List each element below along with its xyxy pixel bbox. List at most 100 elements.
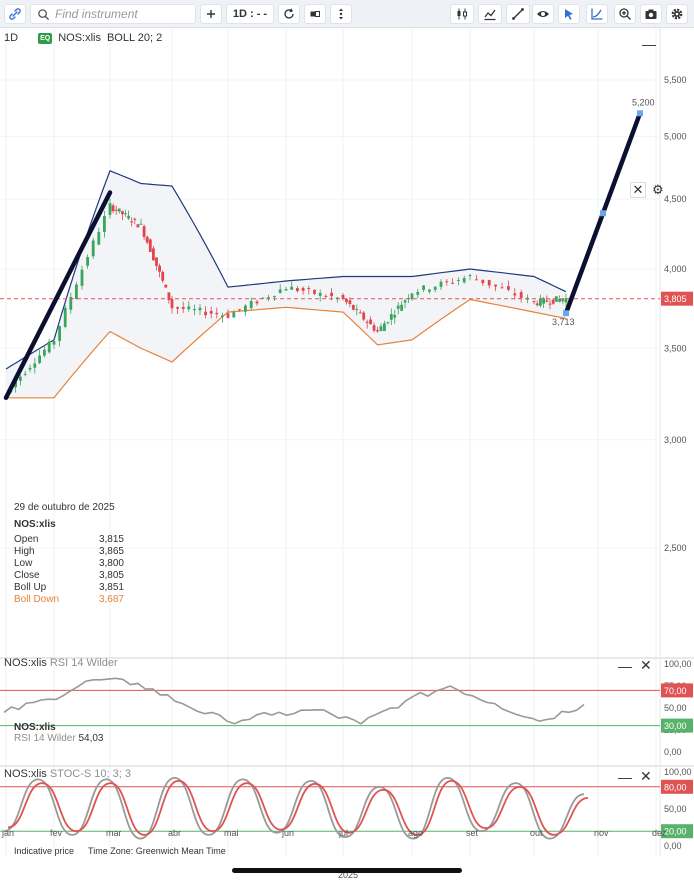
candle-body — [28, 367, 32, 370]
rsi-minimize-button[interactable]: — — [618, 658, 632, 674]
candle-body — [193, 309, 196, 311]
candle-body — [221, 315, 224, 317]
link-button[interactable] — [4, 4, 26, 24]
candle-body — [155, 257, 158, 266]
candle-body — [383, 323, 386, 332]
candle-body — [38, 355, 41, 363]
main-legend: 1D EQ NOS:xlis BOLL 20; 2 — [4, 32, 162, 44]
candle-body — [475, 279, 478, 281]
candle-body — [341, 294, 345, 299]
more-button[interactable] — [330, 4, 352, 24]
candle-body — [345, 299, 348, 303]
trendline-end-label: 5,200 — [632, 97, 655, 107]
candle-body — [351, 304, 355, 310]
indicators-button[interactable] — [478, 4, 502, 24]
chart-canvas[interactable]: 3,713 5,200 2,500 3,000 3,500 4,000 4,500 5,00… — [0, 28, 694, 880]
candle-body — [335, 297, 339, 299]
stoch-minimize-button[interactable]: — — [618, 769, 632, 785]
stoch-upper-badge — [661, 779, 693, 794]
info-instrument: NOS:xlis — [14, 519, 56, 530]
info-row: Open 3,815 — [14, 534, 124, 546]
y-tick-label: 3,000 — [664, 435, 687, 445]
info-row-value: 3,687 — [98, 594, 124, 605]
info-row-value: 3,851 — [98, 582, 124, 593]
chart-style-button[interactable] — [586, 4, 608, 24]
rsi-y-tick-label: 50,00 — [664, 703, 687, 713]
close-drawing-button[interactable]: ✕ — [630, 182, 646, 198]
interval-button[interactable]: 1D : - - — [226, 4, 274, 24]
footer: Indicative price Time Zone: Greenwich Me… — [14, 846, 226, 856]
add-button[interactable] — [200, 4, 222, 24]
drawing-settings-button[interactable]: ⚙ — [652, 182, 664, 198]
info-row: High 3,865 — [14, 546, 124, 558]
candle-body — [307, 288, 311, 290]
candle-body — [358, 312, 362, 314]
rsi-close-button[interactable]: ✕ — [640, 657, 652, 674]
x-year-label: 2025 — [338, 870, 358, 880]
candle-body — [75, 284, 78, 299]
candle-body — [161, 271, 165, 281]
screenshot-button[interactable] — [640, 4, 662, 24]
settings-button[interactable] — [666, 4, 688, 24]
info-row-value: 3,805 — [98, 570, 124, 581]
candles-button[interactable] — [450, 4, 474, 24]
trendline-handle — [600, 210, 606, 217]
chart-style-icon — [591, 8, 603, 20]
candle-body — [535, 303, 539, 306]
rsi-box-value: 54,03 — [78, 733, 104, 744]
compare-button[interactable] — [304, 4, 326, 24]
candle-body — [369, 319, 372, 325]
stoch-close-button[interactable]: ✕ — [640, 768, 652, 785]
stoch-legend-indicator[interactable]: STOC-S 10; 3; 3 — [49, 768, 131, 780]
candle-body — [468, 275, 472, 277]
candle-body — [379, 326, 383, 331]
candle-body — [97, 232, 101, 245]
close-icon: ✕ — [632, 182, 644, 197]
candle-body — [158, 265, 161, 272]
zoom-button[interactable] — [614, 4, 636, 24]
cursor-button[interactable] — [558, 4, 580, 24]
last-price-badge — [661, 291, 693, 306]
candle-body — [403, 300, 407, 303]
info-row-label: Open — [14, 534, 39, 545]
search-input[interactable] — [55, 6, 193, 22]
candle-body — [386, 322, 390, 324]
candle-body — [376, 330, 379, 332]
stoch-legend: NOS:xlis STOC-S 10; 3; 3 — [4, 768, 131, 780]
drawing-line-icon — [512, 8, 524, 20]
main-minimize-button[interactable]: — — [642, 36, 656, 52]
legend-indicator[interactable]: BOLL 20; 2 — [106, 32, 163, 44]
drawing-button[interactable] — [506, 4, 530, 24]
candle-body — [114, 209, 118, 211]
refresh-button[interactable] — [278, 4, 300, 24]
candle-body — [548, 303, 552, 305]
info-row-label: Low — [14, 558, 33, 569]
bollinger-lower-line — [6, 298, 567, 399]
candle-body — [445, 281, 449, 283]
rsi-legend-instrument: NOS:xlis — [4, 657, 47, 669]
candle-body — [86, 257, 89, 266]
candle-body — [108, 203, 112, 215]
eq-badge: EQ — [38, 32, 53, 44]
rsi-y-tick-label: 0,00 — [664, 747, 682, 757]
gear-icon — [671, 8, 683, 20]
candle-body — [393, 314, 397, 318]
rsi-y-tick-label: 100,00 — [664, 659, 692, 669]
last-price-label: 3,805 — [664, 294, 687, 304]
candle-body — [130, 221, 134, 223]
candle-body — [176, 307, 179, 309]
top-toolbar: 1D : - - — [0, 0, 694, 28]
candle-body — [389, 314, 393, 320]
visibility-button[interactable] — [532, 4, 554, 24]
candle-body — [551, 299, 555, 304]
indicators-icon — [484, 9, 496, 21]
search-icon — [38, 9, 50, 21]
x-tick-label: ago — [408, 828, 423, 838]
x-tick-label: jul — [338, 828, 348, 838]
rsi-upper-label: 70,00 — [664, 686, 687, 696]
legend-instrument[interactable]: NOS:xlis — [58, 32, 101, 44]
rsi-legend-indicator[interactable]: RSI 14 Wilder — [49, 657, 118, 669]
horizontal-scroll-handle[interactable] — [232, 868, 462, 873]
search-box[interactable] — [30, 4, 196, 24]
refresh-icon — [284, 8, 294, 19]
